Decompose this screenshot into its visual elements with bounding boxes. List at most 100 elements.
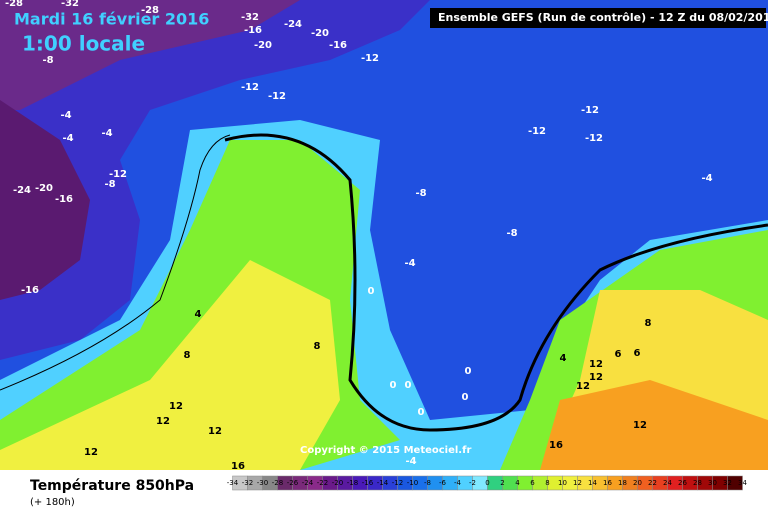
scale-label: -10 [407, 479, 418, 487]
scale-label: 26 [678, 479, 687, 487]
contour-label: 0 [462, 392, 469, 403]
contour-label: 12 [633, 420, 647, 431]
contour-label: 8 [645, 318, 652, 329]
contour-label: -20 [254, 40, 272, 51]
copyright: Copyright © 2015 Meteociel.fr [300, 445, 471, 456]
date: Mardi 16 février 2016 [14, 10, 209, 29]
time: 1:00 locale [22, 32, 145, 56]
footer-title: Température 850hPa [30, 478, 194, 494]
contour-label: -32 [61, 0, 79, 9]
contour-label: 0 [390, 380, 397, 391]
scale-label: -6 [439, 479, 447, 487]
contour-label: 4 [560, 353, 567, 364]
contour-label: -16 [55, 194, 73, 205]
contour-label: 0 [418, 407, 425, 418]
contour-label: 16 [549, 440, 563, 451]
scale-label: 16 [603, 479, 612, 487]
contour-label: 12 [208, 426, 222, 437]
scale-label: 14 [588, 479, 597, 487]
contour-label: -16 [329, 40, 347, 51]
zero-isotherm [224, 133, 768, 432]
run-info: Ensemble GEFS (Run de contrôle) - 12 Z d… [438, 11, 768, 24]
scale-label: -28 [272, 479, 283, 487]
scale-label: 30 [708, 479, 717, 487]
contour-label: -4 [60, 110, 71, 121]
scale-label: 2 [500, 479, 504, 487]
contour-label: -8 [506, 228, 517, 239]
map [0, 0, 768, 470]
contour-label: -12 [268, 91, 286, 102]
scale-label: -18 [347, 479, 358, 487]
contour-label: -16 [244, 25, 262, 36]
contour-label: 16 [231, 461, 245, 472]
cold-area [0, 0, 430, 360]
scale-label: -24 [302, 479, 314, 487]
contour-label: -12 [241, 82, 259, 93]
contour-label: 0 [405, 380, 412, 391]
scale-label: 10 [558, 479, 567, 487]
contour-label: -24 [13, 185, 31, 196]
contour-label: 12 [84, 447, 98, 458]
contour-label: 8 [184, 350, 191, 361]
scale-label: 0 [485, 479, 489, 487]
scale-label: -30 [257, 479, 268, 487]
scale-label: 18 [618, 479, 627, 487]
very-cold-area [0, 100, 90, 300]
contour-label: -24 [284, 19, 302, 30]
scale-label: -32 [242, 479, 253, 487]
contour-label: 12 [576, 381, 590, 392]
scale-label: 32 [723, 479, 732, 487]
contour-label: -8 [104, 179, 115, 190]
contour-label: -4 [405, 456, 416, 467]
contour-label: 0 [368, 286, 375, 297]
contour-label: 12 [589, 372, 603, 383]
contour-label: -8 [42, 55, 53, 66]
contour-labels: -28 -32-28-32-24-16-20-20-16-12-8-12-12-4… [5, 0, 713, 472]
scale-label: -22 [317, 479, 328, 487]
scale-label: -16 [362, 479, 374, 487]
scale-label: 6 [530, 479, 535, 487]
contour-label: -12 [585, 133, 603, 144]
contour-label: -12 [109, 169, 127, 180]
contour-label: 4 [195, 309, 202, 320]
scale-label: -26 [287, 479, 299, 487]
scale-label: 20 [633, 479, 642, 487]
hot-area [0, 260, 340, 470]
contour-label: 6 [615, 349, 622, 360]
contour-label: 8 [314, 341, 321, 352]
contour-label: -20 [311, 28, 329, 39]
contour-label: -32 [241, 12, 259, 23]
contour-label: -4 [701, 173, 712, 184]
contour-label: -12 [361, 53, 379, 64]
scale-label: 34 [738, 479, 747, 487]
scale-label: -8 [424, 479, 431, 487]
scale-label: 22 [648, 479, 657, 487]
contour-label: -4 [101, 128, 112, 139]
contour-label: -4 [404, 258, 415, 269]
scale-label: -34 [227, 479, 239, 487]
scale-label: -14 [377, 479, 389, 487]
contour-label: -20 [35, 183, 53, 194]
isotherm [0, 134, 231, 391]
contour-label: 6 [634, 348, 641, 359]
contour-label: -28 [5, 0, 23, 9]
contour-label: 12 [589, 359, 603, 370]
contour-label: -16 [21, 285, 39, 296]
run-box [430, 8, 766, 28]
scale-label: 24 [663, 479, 672, 487]
contour-label: -12 [581, 105, 599, 116]
contour-label: 12 [156, 416, 170, 427]
contour-label: -4 [62, 133, 73, 144]
hot-area [540, 380, 768, 470]
scale-label: 12 [573, 479, 582, 487]
color-scale: -34 -32 -30 -28 -26 -24 -22 -20 -18 -16 -14 -12 -10-… [227, 475, 747, 491]
footer-lead: (+ 180h) [30, 497, 75, 508]
contour-label: -12 [528, 126, 546, 137]
contour-label: -8 [415, 188, 426, 199]
scale-label: 28 [693, 479, 702, 487]
contour-label: 12 [169, 401, 183, 412]
contour-label: -28 [141, 5, 159, 16]
scale-label: -20 [332, 479, 343, 487]
scale-label: -2 [469, 479, 476, 487]
